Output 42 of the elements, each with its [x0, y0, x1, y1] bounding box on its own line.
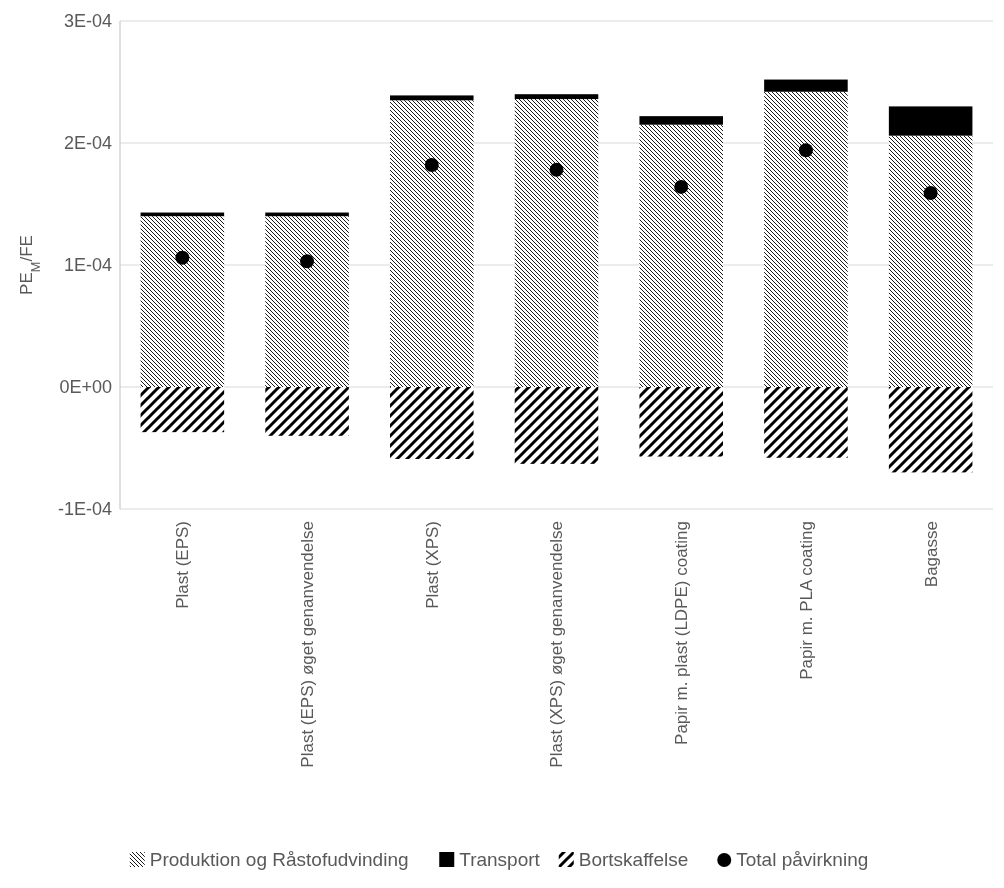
- bar: [265, 387, 349, 436]
- bar: [764, 387, 848, 458]
- bar: [390, 95, 474, 101]
- y-tick-label: 2E-04: [63, 133, 112, 154]
- x-tick-label: Plast (EPS): [173, 521, 193, 609]
- bar: [265, 216, 349, 387]
- bar: [639, 124, 723, 387]
- legend-label: Bortskaffelse: [578, 849, 689, 870]
- bar: [639, 387, 723, 457]
- bar: [888, 135, 973, 387]
- point: [798, 143, 813, 158]
- x-tick-label: Plast (XPS) øget genanvendelse: [547, 521, 567, 768]
- x-tick-label: Plast (EPS) øget genanvendelse: [298, 521, 318, 768]
- x-tick-label: Plast (XPS): [422, 521, 442, 609]
- legend-label: Total påvirkning: [736, 849, 869, 870]
- bar: [140, 216, 225, 387]
- bar: [390, 387, 474, 459]
- x-tick-label: Papir m. PLA coating: [796, 521, 816, 680]
- point: [923, 186, 938, 201]
- y-tick-label: 1E-04: [63, 255, 112, 276]
- bar: [514, 99, 599, 387]
- legend-label: Transport: [459, 849, 541, 870]
- y-tick-label: -1E-04: [57, 499, 112, 520]
- bar: [888, 387, 973, 473]
- legend-label: Produktion og Råstofudvinding: [149, 849, 409, 870]
- bar: [764, 91, 848, 387]
- bar: [514, 94, 599, 100]
- x-tick-label: Papir m. plast (LDPE) coating: [672, 521, 692, 745]
- point: [424, 157, 439, 172]
- point: [549, 162, 564, 177]
- bar: [514, 387, 599, 464]
- point: [674, 179, 689, 194]
- bar: [140, 387, 225, 433]
- bar: [764, 79, 848, 92]
- y-tick-label: 0E+00: [59, 377, 112, 398]
- bar: [390, 100, 474, 387]
- bar: [888, 106, 973, 136]
- point: [175, 250, 190, 265]
- x-tick-label: Bagasse: [921, 521, 941, 588]
- bar: [639, 116, 723, 125]
- y-tick-label: 3E-04: [63, 11, 112, 32]
- point: [300, 254, 315, 269]
